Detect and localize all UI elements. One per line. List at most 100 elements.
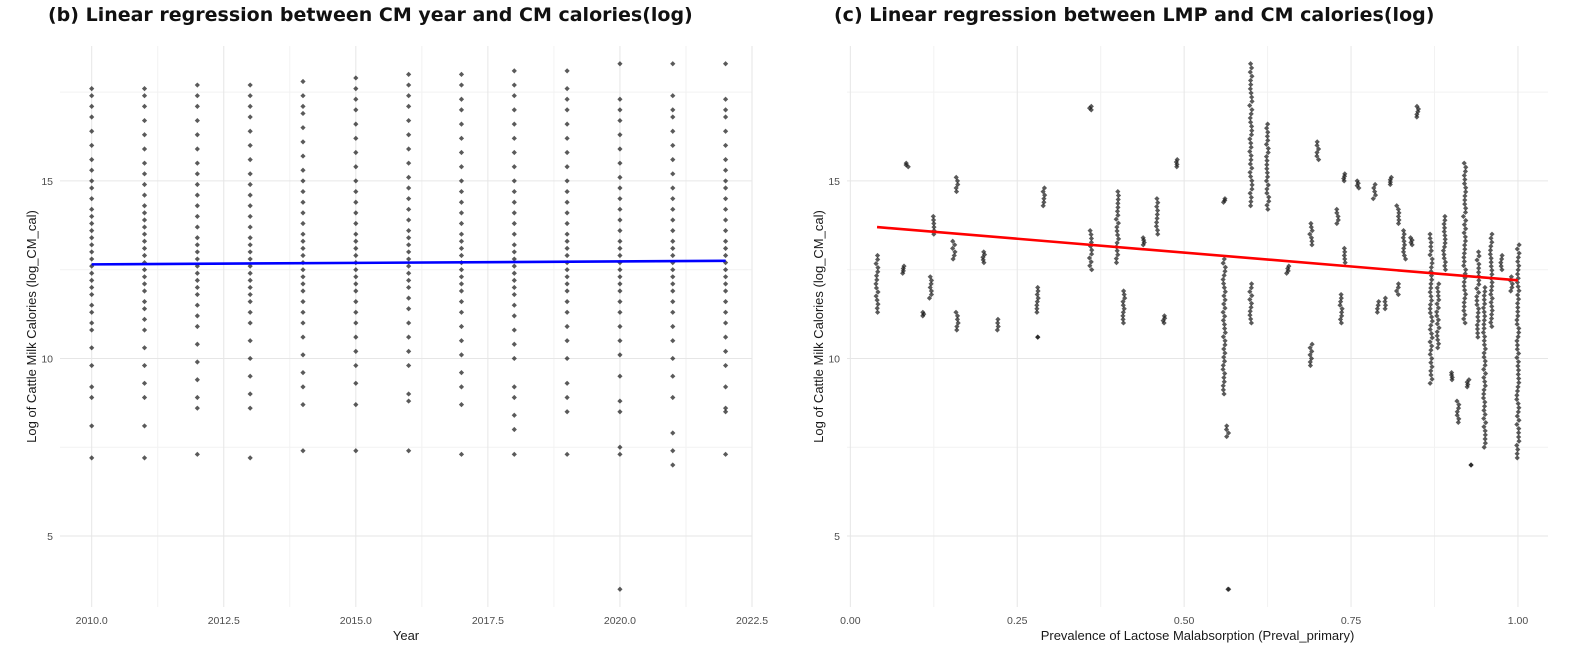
data-point [617,267,623,273]
data-point [194,82,200,88]
data-point [1482,362,1488,368]
data-point [1221,272,1227,278]
data-point [353,199,359,205]
data-point [1481,293,1487,299]
data-point [1514,421,1520,428]
data-point [1041,185,1048,191]
data-point [1516,375,1522,382]
data-point [89,235,95,241]
data-point [722,206,729,212]
data-point [141,362,148,369]
data-point [1468,462,1474,468]
data-point [353,402,359,408]
data-point [141,394,148,401]
data-point [1220,260,1226,266]
data-point [1247,312,1253,318]
data-point [1463,291,1469,297]
data-point [1515,284,1521,290]
data-point [670,114,676,120]
data-point [564,451,570,457]
data-point [194,93,200,99]
data-point [1476,289,1482,296]
data-point [194,341,200,347]
data-point [995,320,1001,326]
data-point [1476,261,1482,267]
data-point [1396,217,1402,223]
data-point [1337,316,1344,322]
data-point [1514,321,1520,327]
data-point [670,394,676,401]
data-point [300,220,306,227]
data-point [1222,370,1228,377]
data-point [1248,111,1254,117]
data-point [1264,202,1270,208]
data-point [194,242,200,248]
data-point [300,245,306,251]
data-point [406,71,412,78]
data-point [89,256,95,262]
data-point [1115,200,1121,207]
data-point [511,355,517,362]
data-point [1249,186,1255,192]
data-point [1435,293,1441,299]
data-point [247,203,253,209]
data-point [353,309,359,315]
data-point [247,82,253,88]
data-point [1220,383,1226,389]
data-point [722,114,729,120]
data-point [1515,359,1522,365]
chart-c-title: (c) Linear regression between LMP and CM… [834,4,1435,26]
data-point [564,86,570,92]
data-point [1264,186,1270,192]
data-point [722,61,729,67]
data-point [458,231,465,237]
data-point [670,430,676,436]
data-point [1400,249,1407,255]
data-point [353,267,359,273]
data-point [1481,317,1487,323]
data-point [353,75,359,81]
data-point [1034,291,1040,298]
data-point [511,68,517,74]
data-point [1220,309,1226,315]
data-point [722,252,729,259]
data-point [617,174,623,180]
data-point [1221,346,1227,352]
data-point [1153,219,1160,225]
data-point [873,293,879,299]
data-point [458,384,465,390]
data-point [1264,133,1270,139]
x-tick-label: 2015.0 [340,615,372,627]
data-point [1428,368,1434,374]
data-point [1354,178,1360,184]
data-point [1489,303,1495,310]
data-point [1481,391,1487,397]
data-point [564,380,570,386]
data-point [722,217,729,223]
data-point [722,107,729,113]
data-point [1265,137,1271,143]
data-point [1339,309,1345,315]
data-point [1372,181,1378,188]
data-point [1462,193,1468,199]
data-point [1307,231,1313,237]
data-point [1476,269,1482,275]
data-point [670,309,676,315]
data-point [617,206,623,212]
data-point [1115,252,1121,258]
data-point [247,455,253,461]
data-point [1441,244,1448,250]
data-point [511,188,517,195]
data-point [1393,288,1400,294]
data-point [1514,317,1520,323]
data-point [1223,426,1230,433]
data-point [1516,325,1522,331]
data-point [511,341,517,347]
data-point [1338,291,1344,298]
data-point [1440,248,1447,254]
data-point [1480,329,1486,336]
data-point [1482,428,1488,434]
data-point [722,185,729,191]
data-point [617,409,623,415]
data-point [194,235,200,241]
